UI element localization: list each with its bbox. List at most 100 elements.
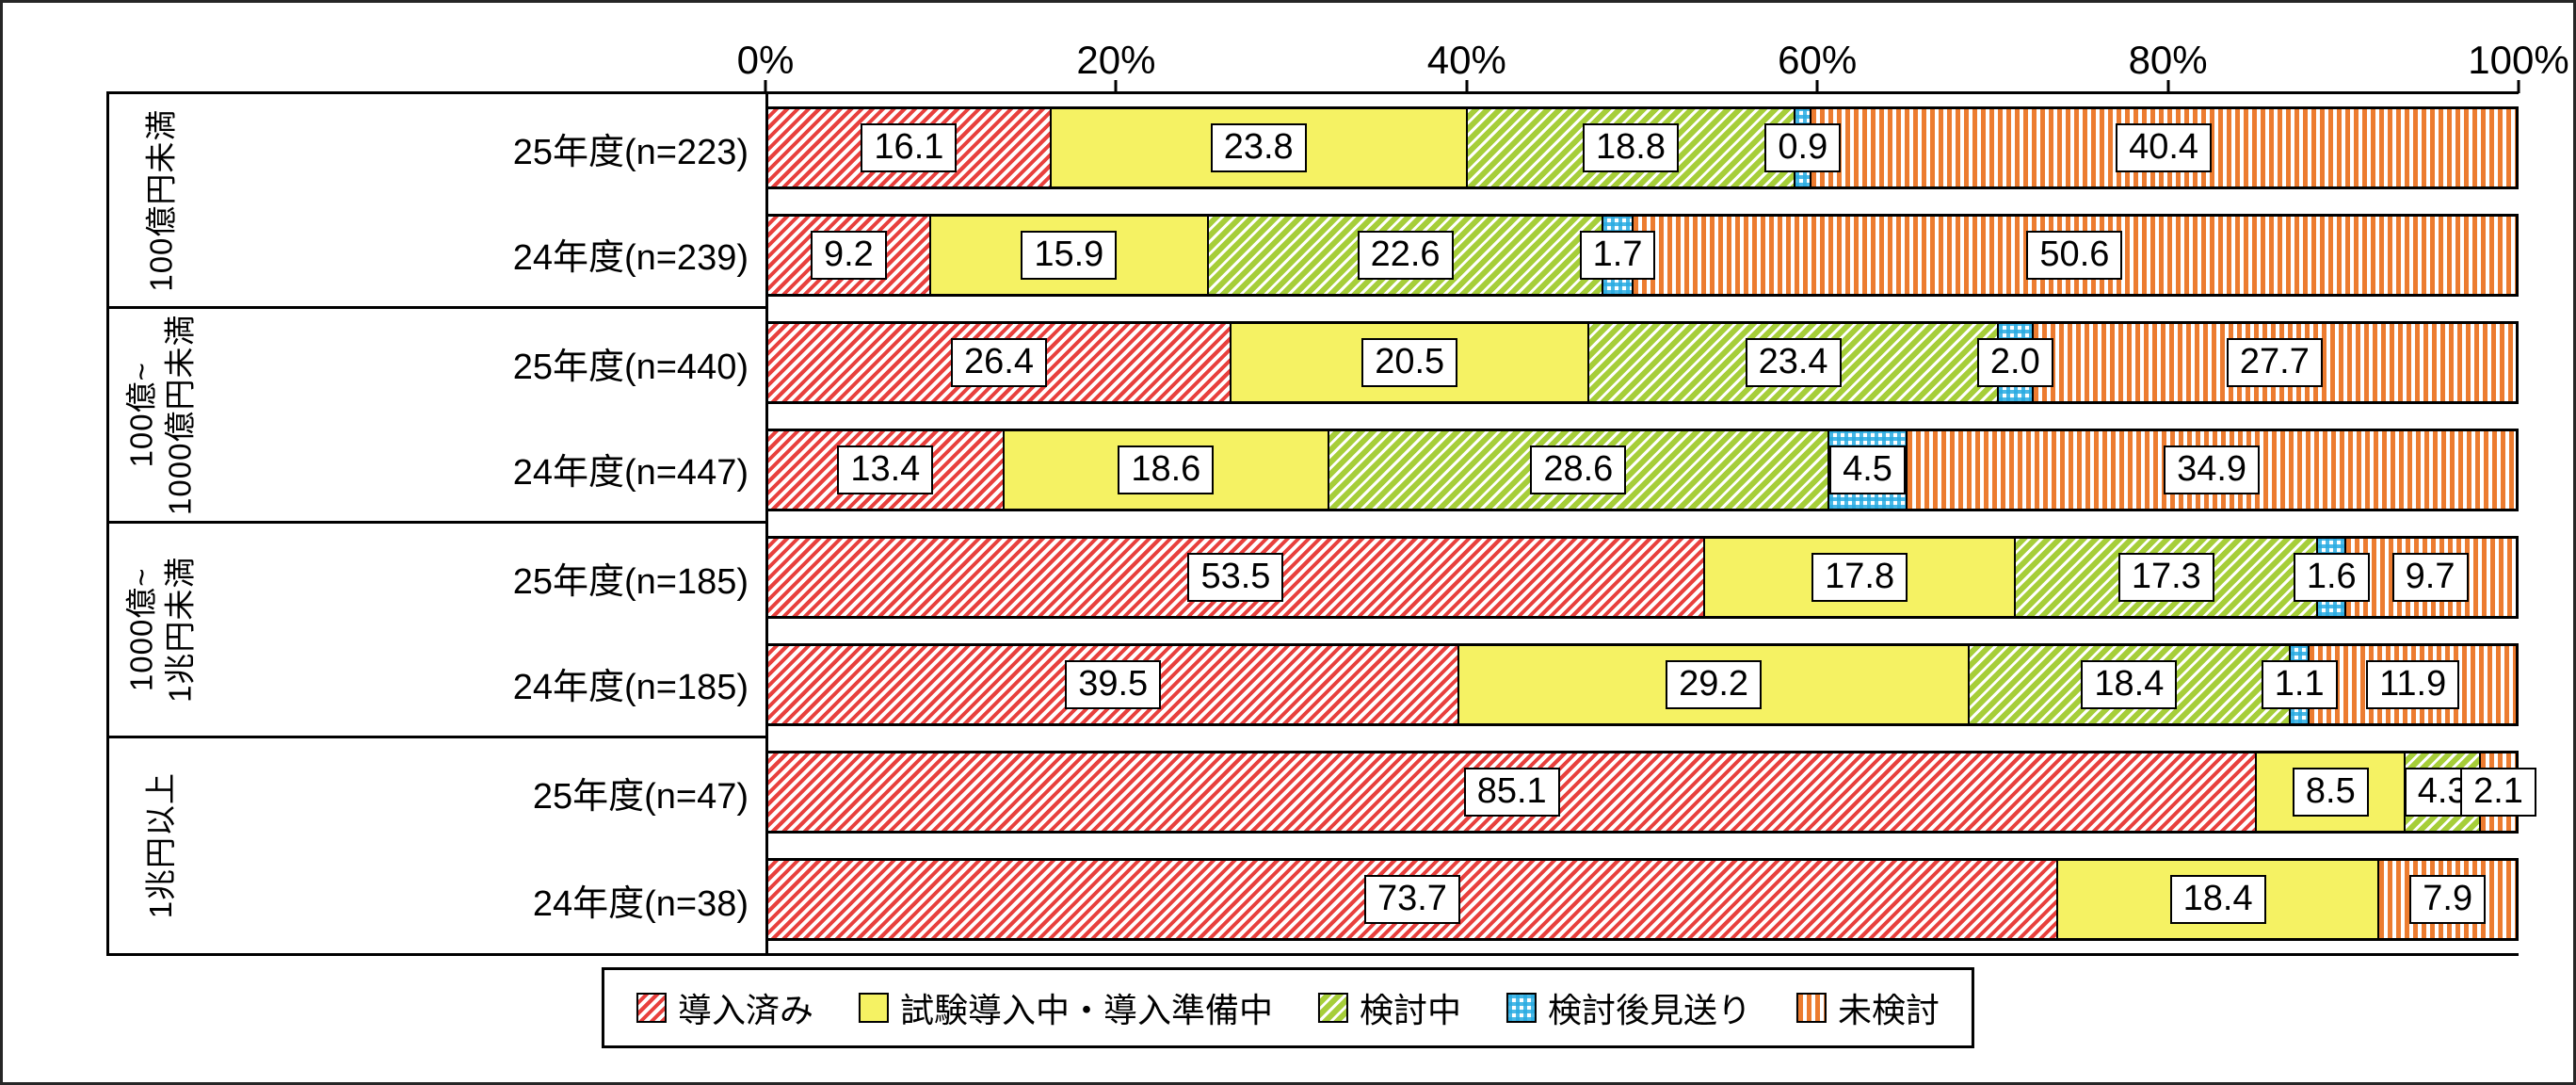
legend-swatch-icon — [1796, 993, 1827, 1023]
value-label: 27.7 — [2226, 338, 2323, 387]
bar-segment: 26.4 — [768, 324, 1230, 401]
bar-segment: 50.6 — [1631, 217, 2516, 294]
bar-cell: 39.5 29.2 18.4 1.1 11.9 — [765, 631, 2519, 738]
value-label: 1.1 — [2261, 660, 2338, 709]
value-label: 15.9 — [1021, 231, 1118, 280]
legend-swatch-icon — [1506, 993, 1538, 1023]
legend-label: 検討中 — [1359, 991, 1462, 1029]
row-label: 24年度(n=447) — [213, 416, 768, 524]
value-label: 13.4 — [837, 445, 934, 494]
axis-tick-label: 60% — [1778, 38, 1858, 82]
legend-swatch-icon — [1317, 993, 1348, 1023]
value-label: 18.4 — [2169, 875, 2266, 924]
chart-grid: 100億円未満 25年度(n=223) 16.1 23.8 18.8 0.9 40.4 24年… — [106, 91, 2536, 956]
bar-cell: 26.4 20.5 23.4 2.0 27.7 — [765, 309, 2519, 416]
group-label: 1000億~ 1兆円未満 — [109, 524, 213, 738]
bar-segment: 2.0 — [1976, 324, 2053, 401]
value-label: 16.1 — [861, 123, 958, 172]
group-label-text: 100億円未満 — [143, 108, 179, 292]
value-label: 23.4 — [1745, 338, 1842, 387]
bar-cell: 13.4 18.6 28.6 4.5 34.9 — [765, 416, 2519, 524]
row-label: 25年度(n=47) — [213, 738, 768, 846]
group-label: 100億円未満 — [109, 94, 213, 309]
bar-segment: 39.5 — [768, 646, 1458, 723]
value-label: 1.7 — [1579, 231, 1656, 280]
bar-segment: 20.5 — [1229, 324, 1588, 401]
legend-item: 検討後見送り — [1506, 983, 1751, 1032]
value-label: 8.5 — [2292, 768, 2369, 817]
value-label: 20.5 — [1361, 338, 1458, 387]
legend-label: 検討後見送り — [1548, 991, 1752, 1029]
value-label: 7.9 — [2409, 875, 2487, 924]
bar-cell: 53.5 17.8 17.3 1.6 9.7 — [765, 524, 2519, 631]
bar-segment: 4.5 — [1827, 431, 1907, 509]
bar-segment: 27.7 — [2031, 324, 2516, 401]
bar-segment: 18.4 — [2055, 861, 2378, 938]
bar-segment: 9.7 — [2344, 539, 2515, 616]
value-label: 1.6 — [2293, 553, 2370, 602]
row-label: 24年度(n=239) — [213, 202, 768, 309]
axis-tick-label: 80% — [2128, 38, 2208, 82]
axis-tick-mark — [2517, 80, 2520, 93]
axis-tick-label: 20% — [1076, 38, 1156, 82]
value-label: 39.5 — [1065, 660, 1162, 709]
value-label: 26.4 — [951, 338, 1047, 387]
bar-segment: 17.3 — [2014, 539, 2317, 616]
value-label: 9.7 — [2391, 553, 2469, 602]
bar-segment: 28.6 — [1327, 431, 1827, 509]
legend: 導入済み 試験導入中・導入準備中 検討中 検討後見送り 未検討 — [601, 967, 1975, 1048]
axis-tick-mark — [1815, 80, 1819, 93]
bar-segment: 73.7 — [768, 861, 2056, 938]
group-label: 100億~ 1000億円未満 — [109, 309, 213, 524]
value-label: 85.1 — [1463, 768, 1560, 817]
legend-swatch-icon — [636, 993, 667, 1023]
bar-segment: 1.7 — [1579, 217, 1656, 294]
legend-item: 導入済み — [636, 983, 813, 1032]
bar-segment: 8.5 — [2255, 753, 2405, 831]
bar-segment: 23.8 — [1049, 109, 1466, 186]
bar-segment: 16.1 — [768, 109, 1050, 186]
stacked-bar: 9.2 15.9 22.6 1.7 50.6 — [765, 214, 2519, 297]
bar-segment: 18.8 — [1465, 109, 1795, 186]
bar-cell: 73.7 18.4 7.9 — [765, 846, 2519, 953]
bar-segment: 13.4 — [768, 431, 1003, 509]
bar-segment: 40.4 — [1810, 109, 2516, 186]
legend-label: 導入済み — [677, 991, 813, 1029]
bar-segment: 18.4 — [1967, 646, 2289, 723]
axis-tick-mark — [1114, 80, 1118, 93]
legend-swatch-icon — [858, 993, 889, 1023]
value-label: 2.0 — [1976, 338, 2053, 387]
row-label: 24年度(n=185) — [213, 631, 768, 738]
value-label: 23.8 — [1210, 123, 1307, 172]
value-label: 18.8 — [1583, 123, 1679, 172]
value-label: 17.3 — [2117, 553, 2214, 602]
axis-tick-mark — [764, 80, 767, 93]
axis-tick-label: 0% — [736, 38, 795, 82]
value-label: 2.1 — [2460, 768, 2536, 817]
axis-tick-label: 100% — [2468, 38, 2569, 82]
bar-segment: 29.2 — [1457, 646, 1968, 723]
legend-label: 試験導入中・導入準備中 — [899, 991, 1273, 1029]
bar-segment: 7.9 — [2377, 861, 2516, 938]
bar-segment: 34.9 — [1906, 431, 2516, 509]
bar-segment: 0.9 — [1764, 109, 1842, 186]
stacked-bar: 53.5 17.8 17.3 1.6 9.7 — [765, 536, 2519, 619]
axis-tick-mark — [2166, 80, 2170, 93]
bar-segment: 15.9 — [928, 217, 1207, 294]
value-label: 28.6 — [1530, 445, 1627, 494]
bar-segment: 17.8 — [1702, 539, 2015, 616]
bar-segment: 11.9 — [2308, 646, 2516, 723]
bar-segment: 1.6 — [2293, 539, 2370, 616]
legend-label: 未検討 — [1838, 991, 1940, 1029]
stacked-bar: 13.4 18.6 28.6 4.5 34.9 — [765, 429, 2519, 511]
stacked-bar: 39.5 29.2 18.4 1.1 11.9 — [765, 643, 2519, 726]
value-label: 18.4 — [2081, 660, 2178, 709]
stacked-bar: 26.4 20.5 23.4 2.0 27.7 — [765, 321, 2519, 404]
axis-tick-mark — [1465, 80, 1469, 93]
chart-area: 0% 20% 40% 60% 80% 100% 100億円未満 25年度(n=223) 16.… — [106, 38, 2569, 956]
legend-item: 検討中 — [1317, 983, 1462, 1032]
value-label: 34.9 — [2164, 445, 2261, 494]
stacked-bar: 85.1 8.5 4.3 2.1 — [765, 751, 2536, 834]
stacked-bar: 73.7 18.4 7.9 — [765, 858, 2519, 941]
